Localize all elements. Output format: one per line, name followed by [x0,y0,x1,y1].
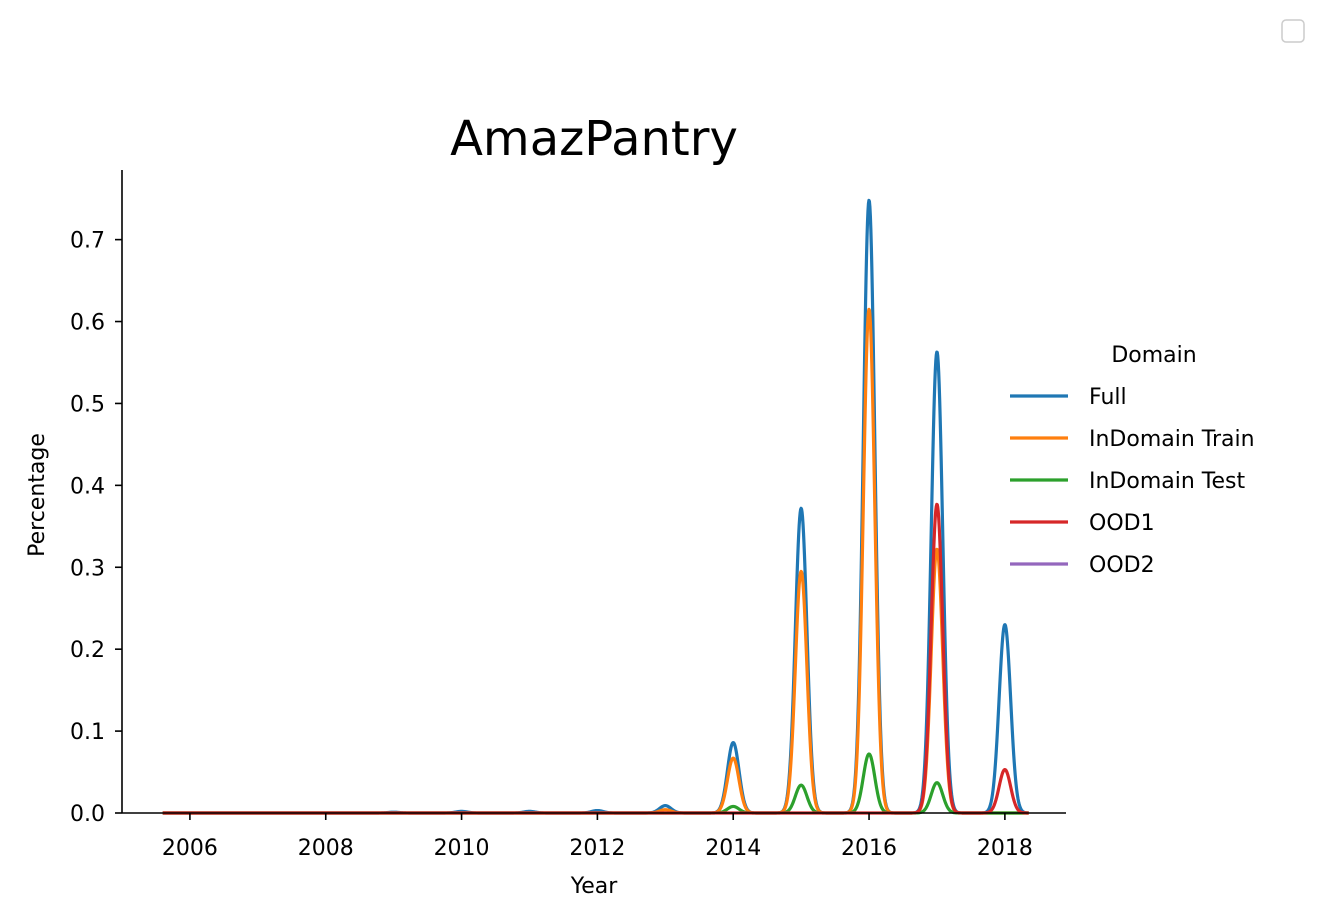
y-axis-title: Percentage [25,433,50,557]
y-tick-label: 0.2 [70,638,105,663]
legend-label-0: Full [1089,385,1127,410]
chart-title: AmazPantry [450,111,738,167]
x-tick-label: 2016 [841,836,897,861]
legend-title: Domain [1111,343,1196,368]
legend-label-1: InDomain Train [1089,427,1255,452]
x-tick-label: 2008 [298,836,354,861]
axes [121,170,1066,814]
y-tick-label: 0.6 [70,311,105,336]
legend-label-3: OOD1 [1089,511,1155,536]
x-tick-label: 2006 [162,836,218,861]
x-axis-title: Year [570,874,619,899]
series-line-1 [161,307,1030,815]
legend-label-4: OOD2 [1089,553,1155,578]
y-tick-label: 0.5 [70,392,105,417]
legend: Domain Full InDomain Train InDomain Test OO… [1010,343,1255,578]
y-tick-label: 0.3 [70,556,105,581]
x-axis-ticks: 2006 2008 2010 2012 2014 2016 2018 [162,813,1033,861]
y-axis-ticks: 0.0 0.1 0.2 0.3 0.4 0.5 0.6 0.7 [70,229,122,827]
x-tick-label: 2010 [434,836,490,861]
y-tick-label: 0.7 [70,229,105,254]
series-line-0 [161,198,1030,815]
x-tick-label: 2018 [977,836,1033,861]
y-tick-label: 0.4 [70,474,105,499]
x-tick-label: 2014 [705,836,761,861]
series-line-2 [161,752,1030,815]
plot-lines [161,198,1030,815]
empty-legend-box [1281,19,1305,43]
series-line-3 [161,502,1030,815]
y-tick-label: 0.1 [70,720,105,745]
legend-label-2: InDomain Test [1089,469,1245,494]
y-tick-label: 0.0 [70,802,105,827]
x-tick-label: 2012 [569,836,625,861]
